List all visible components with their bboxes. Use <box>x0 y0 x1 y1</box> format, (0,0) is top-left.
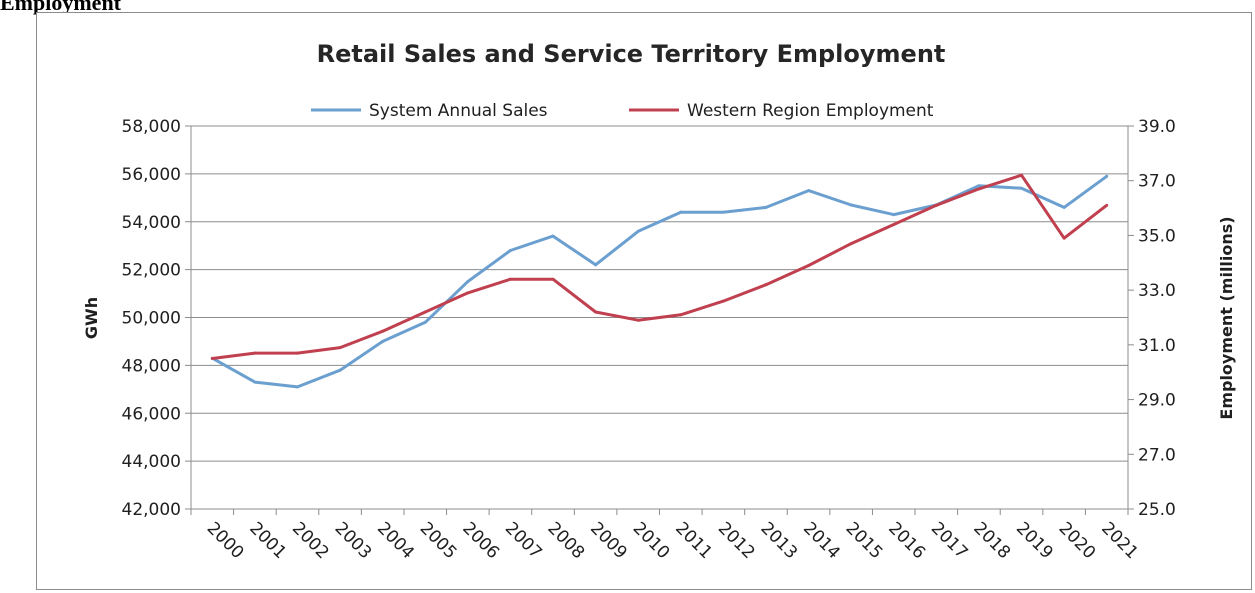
data-point <box>1020 186 1024 190</box>
data-point <box>1105 203 1109 207</box>
x-tick-label: 2006 <box>458 518 503 563</box>
data-point <box>721 299 725 303</box>
data-point <box>636 229 640 233</box>
series-line <box>211 175 1108 389</box>
chart-frame: Retail Sales and Service Territory Emplo… <box>36 12 1252 590</box>
data-point <box>466 291 470 295</box>
data-point <box>466 280 470 284</box>
right-tick-label: 31.0 <box>1138 336 1176 356</box>
x-tick-label: 2019 <box>1012 518 1057 563</box>
page-heading: Employment <box>0 0 121 15</box>
data-point <box>679 313 683 317</box>
right-axis-ticks: 25.0 27.0 29.0 31.0 33.0 35.0 37.0 39.0 <box>1128 117 1176 520</box>
x-tick-label: 2012 <box>714 518 759 563</box>
left-tick-label: 48,000 <box>122 356 181 376</box>
data-point <box>849 242 853 246</box>
data-point <box>381 329 385 333</box>
left-tick-label: 54,000 <box>122 213 181 233</box>
data-point <box>1062 205 1066 209</box>
right-tick-label: 37.0 <box>1138 172 1176 192</box>
data-point <box>253 351 257 355</box>
x-tick-label: 2008 <box>543 518 588 563</box>
data-point <box>594 310 598 314</box>
data-point <box>934 203 938 207</box>
data-point <box>1020 173 1024 177</box>
data-point <box>338 368 342 372</box>
x-tick-label: 2001 <box>245 518 290 563</box>
left-tick-label: 44,000 <box>122 452 181 472</box>
x-tick-label: 2007 <box>501 518 546 563</box>
y2-axis-title: Employment (millions) <box>1217 216 1236 419</box>
y-axis-title: GWh <box>82 297 101 339</box>
x-axis-ticks: 2000200120022003200420052006200720082009… <box>190 509 1142 563</box>
left-axis-ticks: 42,000 44,000 46,000 48,000 50,000 52,000 54,0… <box>122 117 191 520</box>
data-point <box>1105 174 1109 178</box>
data-point <box>253 380 257 384</box>
data-point <box>807 189 811 193</box>
x-tick-label: 2018 <box>969 518 1014 563</box>
x-tick-label: 2020 <box>1055 518 1100 563</box>
left-tick-label: 58,000 <box>122 117 181 137</box>
data-point <box>679 210 683 214</box>
right-tick-label: 27.0 <box>1138 445 1176 465</box>
x-tick-label: 2017 <box>927 518 972 563</box>
left-tick-label: 56,000 <box>122 165 181 185</box>
x-tick-label: 2014 <box>799 518 844 563</box>
legend: System Annual Sales Western Region Employ… <box>311 101 934 121</box>
data-point <box>338 346 342 350</box>
x-tick-label: 2003 <box>331 518 376 563</box>
data-point <box>423 320 427 324</box>
data-point <box>423 310 427 314</box>
x-tick-label: 2013 <box>756 518 801 563</box>
data-point <box>892 213 896 217</box>
legend-label: System Annual Sales <box>369 101 548 121</box>
x-tick-label: 2004 <box>373 518 418 563</box>
data-point <box>1062 236 1066 240</box>
data-point <box>551 277 555 281</box>
data-point <box>764 283 768 287</box>
right-tick-label: 33.0 <box>1138 281 1176 301</box>
right-tick-label: 39.0 <box>1138 117 1176 137</box>
data-point <box>210 357 214 361</box>
x-tick-label: 2005 <box>416 518 461 563</box>
data-point <box>977 184 981 188</box>
x-tick-label: 2002 <box>288 518 333 563</box>
data-point <box>636 318 640 322</box>
legend-label: Western Region Employment <box>687 101 934 121</box>
series-line <box>212 173 1108 360</box>
data-point <box>508 277 512 281</box>
line-chart: Retail Sales and Service Territory Emplo… <box>82 40 1236 563</box>
right-tick-label: 35.0 <box>1138 226 1176 246</box>
x-tick-label: 2011 <box>671 518 716 563</box>
data-point <box>508 248 512 252</box>
chart-title: Retail Sales and Service Territory Emplo… <box>317 40 946 68</box>
x-tick-label: 2015 <box>842 518 887 563</box>
data-point <box>849 203 853 207</box>
data-point <box>977 187 981 191</box>
right-tick-label: 25.0 <box>1138 500 1176 520</box>
left-tick-label: 42,000 <box>122 500 181 520</box>
x-tick-label: 2009 <box>586 518 631 563</box>
gridlines <box>191 125 1128 462</box>
data-point <box>721 210 725 214</box>
x-tick-label: 2016 <box>884 518 929 563</box>
left-tick-label: 52,000 <box>122 261 181 281</box>
right-tick-label: 29.0 <box>1138 391 1176 411</box>
data-point <box>807 264 811 268</box>
data-point <box>295 351 299 355</box>
x-tick-label: 2021 <box>1097 518 1142 563</box>
data-point <box>381 339 385 343</box>
x-tick-label: 2010 <box>629 518 674 563</box>
data-point <box>295 385 299 389</box>
x-tick-label: 2000 <box>203 518 248 563</box>
data-point <box>551 234 555 238</box>
data-point <box>764 205 768 209</box>
data-point <box>594 263 598 267</box>
data-point <box>892 222 896 226</box>
series-lines <box>210 173 1109 389</box>
left-tick-label: 46,000 <box>122 404 181 424</box>
left-tick-label: 50,000 <box>122 309 181 329</box>
